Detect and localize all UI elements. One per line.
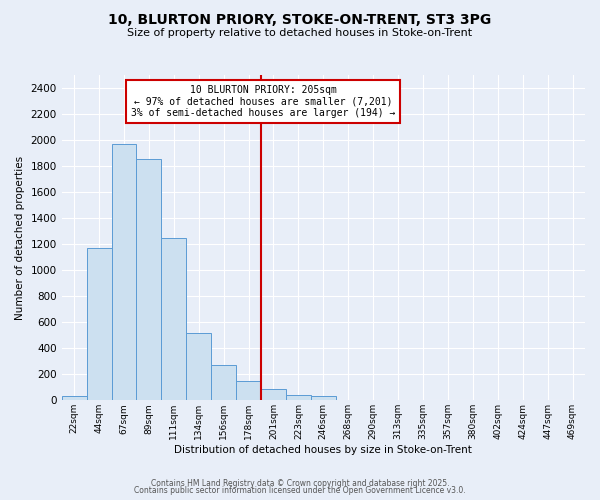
Bar (62, 396, 86, 400)
Text: Contains public sector information licensed under the Open Government Licence v3: Contains public sector information licen… (134, 486, 466, 495)
Text: Size of property relative to detached houses in Stoke-on-Trent: Size of property relative to detached ho… (127, 28, 473, 38)
Bar (211, 364, 236, 400)
Y-axis label: Number of detached properties: Number of detached properties (15, 156, 25, 320)
Bar (261, 389, 286, 400)
Bar (161, 238, 186, 400)
Bar (186, 332, 211, 400)
Bar (136, 159, 161, 400)
Bar (86, 248, 112, 400)
Bar (236, 381, 261, 400)
Bar (112, 144, 136, 401)
Text: 10, BLURTON PRIORY, STOKE-ON-TRENT, ST3 3PG: 10, BLURTON PRIORY, STOKE-ON-TRENT, ST3 … (109, 12, 491, 26)
Bar (311, 396, 336, 400)
Bar (286, 395, 311, 400)
X-axis label: Distribution of detached houses by size in Stoke-on-Trent: Distribution of detached houses by size … (175, 445, 472, 455)
Text: Contains HM Land Registry data © Crown copyright and database right 2025.: Contains HM Land Registry data © Crown c… (151, 478, 449, 488)
Text: 10 BLURTON PRIORY: 205sqm
← 97% of detached houses are smaller (7,201)
3% of sem: 10 BLURTON PRIORY: 205sqm ← 97% of detac… (131, 85, 395, 118)
